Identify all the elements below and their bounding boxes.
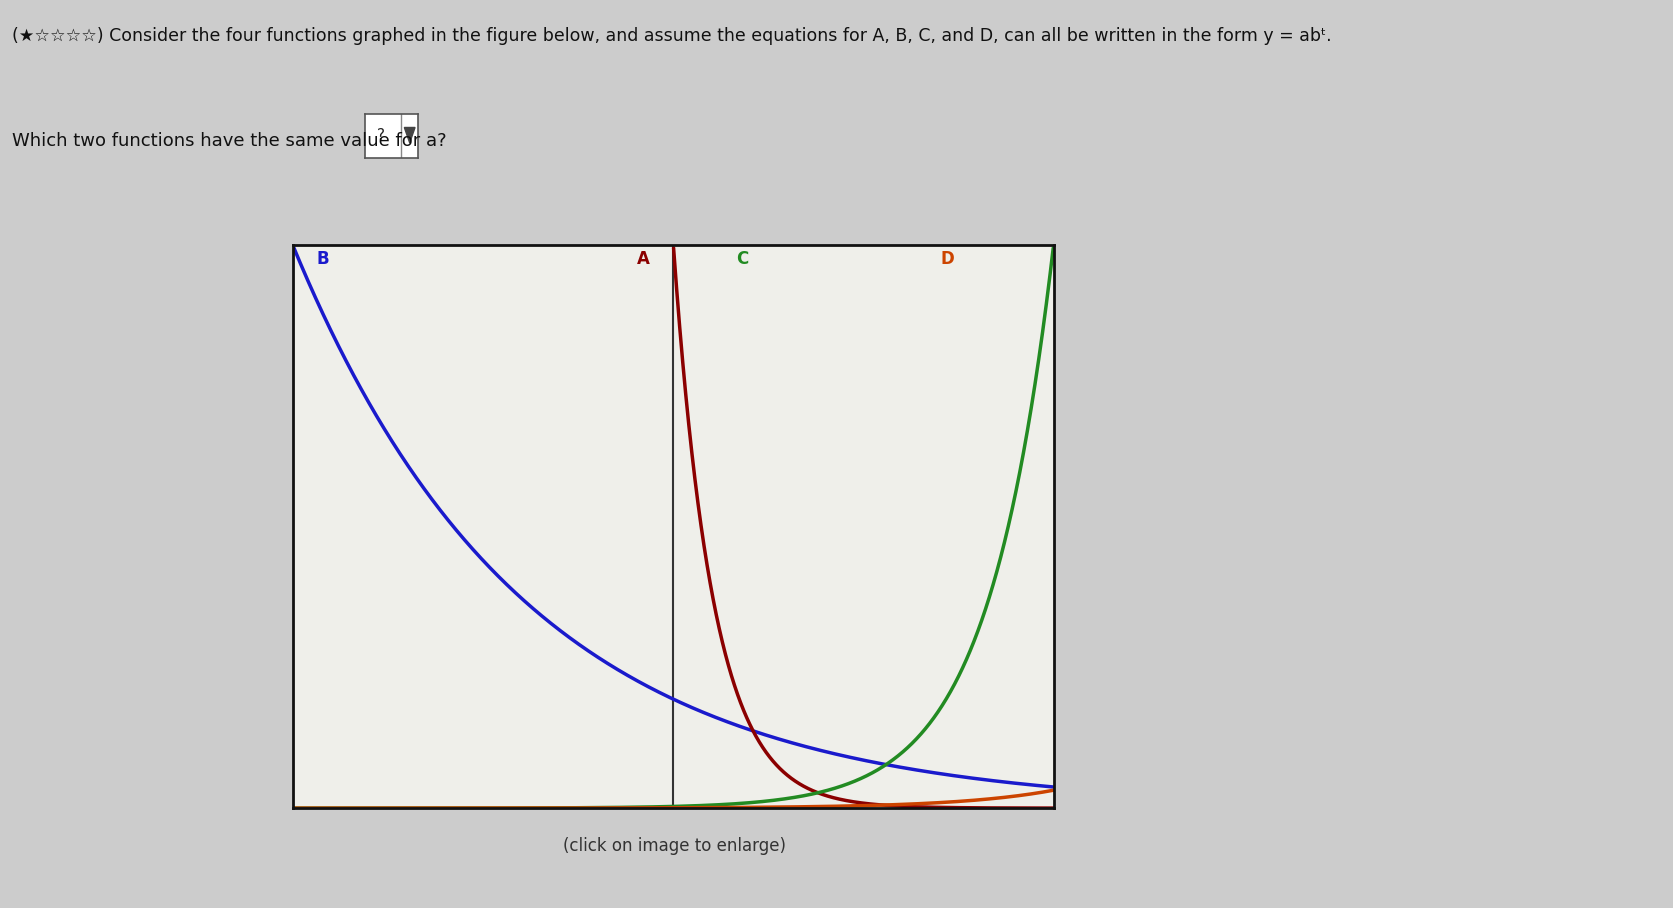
Polygon shape	[405, 127, 415, 143]
Text: (★☆☆☆☆) Consider the four functions graphed in the figure below, and assume the : (★☆☆☆☆) Consider the four functions grap…	[12, 27, 1332, 45]
Text: (click on image to enlarge): (click on image to enlarge)	[562, 837, 786, 855]
Text: ?: ?	[376, 128, 385, 143]
Text: C: C	[736, 250, 748, 268]
Text: B: B	[316, 250, 330, 268]
Text: D: D	[940, 250, 954, 268]
Text: Which two functions have the same value for a?: Which two functions have the same value …	[12, 132, 447, 150]
Text: A: A	[636, 250, 649, 268]
